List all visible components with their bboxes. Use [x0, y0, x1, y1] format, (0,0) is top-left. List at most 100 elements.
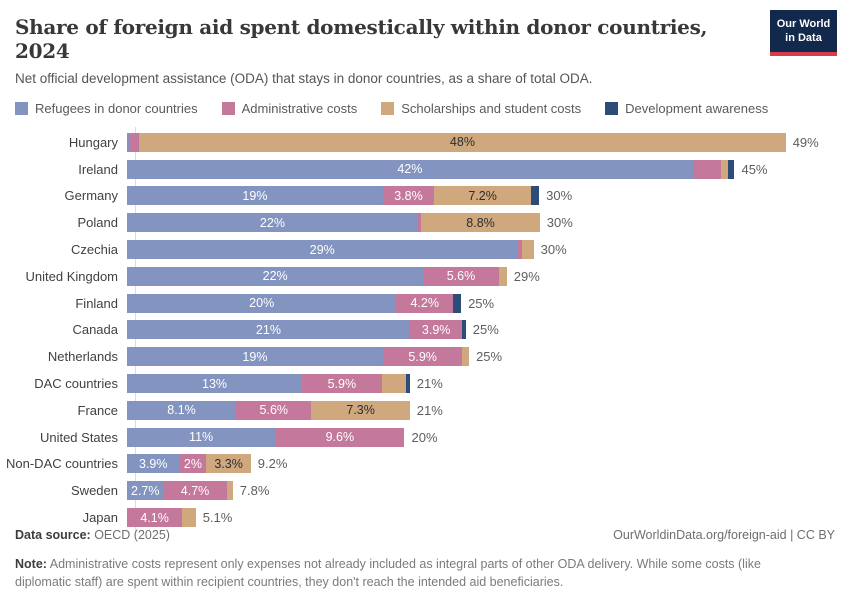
bar-segment-scholarships[interactable]: 3.3% [206, 454, 251, 474]
bar-segment-refugees[interactable]: 42% [127, 159, 693, 179]
bar-total-label: 45% [741, 161, 768, 177]
bar-segment-scholarships[interactable]: 7.2% [434, 186, 532, 206]
bar-segment-scholarships[interactable] [462, 347, 470, 367]
legend-item-refugees[interactable]: Refugees in donor countries [15, 101, 198, 116]
legend-item-admin[interactable]: Administrative costs [221, 101, 358, 116]
bar-row: France 8.1% 5.6% 7.3% 21% [0, 397, 850, 424]
bar-segment-awareness[interactable] [728, 159, 735, 179]
bar-track: 20% 4.2% 25% [127, 293, 850, 313]
bar-segment-refugees[interactable]: 13% [127, 374, 303, 394]
country-label: France [77, 402, 118, 418]
bar-row: Hungary 48% 49% [0, 129, 850, 156]
bar-segment-admin[interactable]: 4.2% [396, 293, 453, 313]
bar-total-label: 25% [472, 322, 499, 338]
segment-value-label: 11% [189, 430, 214, 445]
bar-segment-awareness[interactable] [452, 293, 462, 313]
bar-total-label: 29% [513, 268, 540, 284]
bar-segment-admin[interactable]: 2% [179, 454, 207, 474]
segment-value-label: 48% [449, 135, 475, 150]
bar-segment-admin[interactable] [130, 132, 140, 152]
bar-segment-refugees[interactable]: 2.7% [127, 481, 164, 501]
bar-segment-admin[interactable] [417, 213, 422, 233]
segment-value-label: 22% [259, 215, 285, 230]
bar-segment-refugees[interactable]: 11% [127, 427, 276, 447]
bar-row: United States 11% 9.6% 20% [0, 424, 850, 451]
chart-note: Note: Administrative costs represent onl… [15, 555, 815, 591]
bar-segment-scholarships[interactable]: 48% [139, 132, 786, 152]
bar-segment-admin[interactable]: 5.6% [236, 400, 312, 420]
country-label: Sweden [71, 483, 118, 499]
bar-segment-refugees[interactable]: 19% [127, 186, 383, 206]
bar-segment-refugees[interactable]: 8.1% [127, 400, 237, 420]
country-label: Poland [77, 215, 118, 231]
bar-segment-admin[interactable]: 3.8% [382, 186, 435, 206]
bar-segment-scholarships[interactable] [522, 240, 534, 260]
bar-segment-admin[interactable]: 5.6% [423, 266, 499, 286]
data-source: Data source: OECD (2025) [15, 528, 170, 542]
legend-item-scholarships[interactable]: Scholarships and student costs [381, 101, 581, 116]
chart: Hungary 48% 49% Ireland 42% 45% Germany 19% 3.8%… [0, 127, 850, 533]
bar-segment-refugees[interactable]: 29% [127, 240, 518, 260]
bar-segment-admin[interactable]: 4.1% [127, 508, 183, 528]
segment-value-label: 3.8% [394, 188, 423, 203]
bar-segment-awareness[interactable] [462, 320, 466, 340]
bar-total-label: 49% [792, 134, 819, 150]
bar-segment-scholarships[interactable] [498, 266, 507, 286]
legend-label: Refugees in donor countries [35, 101, 198, 116]
bar-segment-awareness[interactable] [405, 374, 410, 394]
bar-segment-scholarships[interactable]: 8.8% [421, 213, 540, 233]
bar-row: Non-DAC countries 3.9% 2% 3.3% 9.2% [0, 451, 850, 478]
segment-value-label: 2% [183, 456, 202, 471]
bar-segment-refugees[interactable] [127, 132, 131, 152]
bar-segment-scholarships[interactable] [182, 508, 196, 528]
bar-track: 48% 49% [127, 132, 850, 152]
bar-row: DAC countries 13% 5.9% 21% [0, 370, 850, 397]
segment-value-label: 22% [262, 269, 288, 284]
bar-total-label: 30% [540, 242, 567, 258]
bar-segment-admin[interactable] [692, 159, 721, 179]
bar-track: 22% 8.8% 30% [127, 213, 850, 233]
bar-segment-admin[interactable]: 5.9% [382, 347, 463, 367]
bar-segment-admin[interactable]: 4.7% [163, 481, 227, 501]
bar-segment-refugees[interactable]: 22% [127, 266, 424, 286]
segment-value-label: 7.3% [346, 403, 375, 418]
segment-value-label: 8.8% [466, 215, 495, 230]
bar-segment-scholarships[interactable]: 7.3% [311, 400, 410, 420]
legend-item-awareness[interactable]: Development awareness [605, 101, 768, 116]
bar-segment-admin[interactable]: 5.9% [302, 374, 382, 394]
segment-value-label: 7.2% [468, 188, 497, 203]
bar-total-label: 25% [468, 295, 495, 311]
legend-swatch-refugees [15, 102, 28, 115]
bar-total-label: 30% [546, 215, 573, 231]
bar-track: 19% 3.8% 7.2% 30% [127, 186, 850, 206]
segment-value-label: 42% [397, 162, 423, 177]
bar-segment-scholarships[interactable] [720, 159, 729, 179]
legend-swatch-admin [221, 102, 235, 115]
bar-row: Canada 21% 3.9% 25% [0, 317, 850, 344]
bar-track: 8.1% 5.6% 7.3% 21% [127, 400, 850, 420]
bar-row: Poland 22% 8.8% 30% [0, 209, 850, 236]
bar-row: Netherlands 19% 5.9% 25% [0, 343, 850, 370]
bar-segment-refugees[interactable]: 20% [127, 293, 397, 313]
owid-link[interactable]: OurWorldinData.org/foreign-aid | CC BY [613, 528, 835, 542]
bar-track: 42% 45% [127, 159, 850, 179]
bar-total-label: 21% [416, 376, 443, 392]
bar-segment-admin[interactable]: 9.6% [275, 427, 405, 447]
bar-total-label: 5.1% [202, 510, 233, 526]
bar-segment-refugees[interactable]: 22% [127, 213, 418, 233]
bar-segment-admin[interactable]: 3.9% [409, 320, 463, 340]
bar-segment-admin[interactable] [517, 240, 523, 260]
country-label: Netherlands [47, 349, 118, 365]
bar-segment-refugees[interactable]: 19% [127, 347, 383, 367]
bar-segment-refugees[interactable]: 3.9% [127, 454, 180, 474]
bar-segment-scholarships[interactable] [226, 481, 233, 501]
legend-label: Administrative costs [241, 101, 358, 116]
bar-row: Germany 19% 3.8% 7.2% 30% [0, 183, 850, 210]
note-text: Administrative costs represent only expe… [15, 557, 761, 590]
bar-segment-scholarships[interactable] [381, 374, 406, 394]
bar-segment-awareness[interactable] [531, 186, 540, 206]
data-source-value: OECD (2025) [90, 528, 170, 542]
owid-logo[interactable]: Our World in Data [770, 10, 837, 56]
bar-segment-refugees[interactable]: 21% [127, 320, 410, 340]
